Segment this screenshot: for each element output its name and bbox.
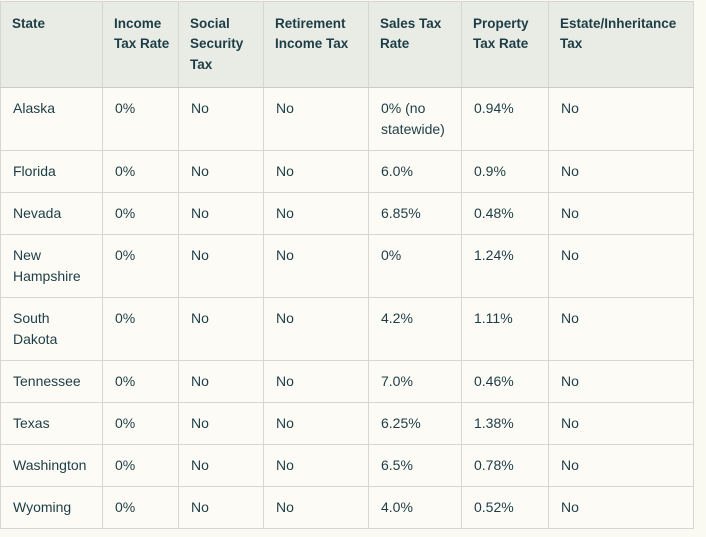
cell-florida-estate-inheritance-tax: No xyxy=(548,149,694,193)
cell-south-dakota-property-tax-rate: 1.11% xyxy=(461,296,549,361)
cell-tennessee-property-tax-rate: 0.46% xyxy=(461,359,549,403)
cell-alaska-estate-inheritance-tax: No xyxy=(548,86,694,151)
cell-wyoming-income-tax-rate: 0% xyxy=(102,485,179,529)
table-row-new-hampshire: New Hampshire 0% No No 0% 1.24% No xyxy=(0,233,694,298)
cell-nevada-sales-tax-rate: 6.85% xyxy=(368,191,462,235)
table-body: Alaska 0% No No 0% (no statewide) 0.94% No Flor… xyxy=(0,86,694,529)
cell-new-hampshire-property-tax-rate: 1.24% xyxy=(461,233,549,298)
cell-wyoming-property-tax-rate: 0.52% xyxy=(461,485,549,529)
cell-florida-social-security-tax: No xyxy=(178,149,264,193)
cell-texas-state: Texas xyxy=(0,401,103,445)
cell-nevada-social-security-tax: No xyxy=(178,191,264,235)
cell-washington-sales-tax-rate: 6.5% xyxy=(368,443,462,487)
cell-nevada-retirement-income-tax: No xyxy=(263,191,369,235)
cell-nevada-state: Nevada xyxy=(0,191,103,235)
cell-wyoming-state: Wyoming xyxy=(0,485,103,529)
table-row-wyoming: Wyoming 0% No No 4.0% 0.52% No xyxy=(0,485,694,529)
cell-tennessee-retirement-income-tax: No xyxy=(263,359,369,403)
cell-tennessee-sales-tax-rate: 7.0% xyxy=(368,359,462,403)
cell-south-dakota-social-security-tax: No xyxy=(178,296,264,361)
cell-wyoming-retirement-income-tax: No xyxy=(263,485,369,529)
cell-washington-estate-inheritance-tax: No xyxy=(548,443,694,487)
cell-florida-income-tax-rate: 0% xyxy=(102,149,179,193)
cell-wyoming-estate-inheritance-tax: No xyxy=(548,485,694,529)
table-row-tennessee: Tennessee 0% No No 7.0% 0.46% No xyxy=(0,359,694,403)
table-row-alaska: Alaska 0% No No 0% (no statewide) 0.94% No xyxy=(0,86,694,151)
cell-washington-social-security-tax: No xyxy=(178,443,264,487)
cell-texas-income-tax-rate: 0% xyxy=(102,401,179,445)
cell-south-dakota-income-tax-rate: 0% xyxy=(102,296,179,361)
table-header: State Income Tax Rate Social Security Tax R… xyxy=(0,1,694,88)
cell-south-dakota-retirement-income-tax: No xyxy=(263,296,369,361)
cell-tennessee-income-tax-rate: 0% xyxy=(102,359,179,403)
cell-new-hampshire-estate-inheritance-tax: No xyxy=(548,233,694,298)
cell-new-hampshire-state: New Hampshire xyxy=(0,233,103,298)
cell-texas-social-security-tax: No xyxy=(178,401,264,445)
cell-washington-property-tax-rate: 0.78% xyxy=(461,443,549,487)
column-header-state: State xyxy=(0,1,103,88)
column-header-sales-tax-rate: Sales Tax Rate xyxy=(368,1,462,88)
table-row-nevada: Nevada 0% No No 6.85% 0.48% No xyxy=(0,191,694,235)
cell-alaska-income-tax-rate: 0% xyxy=(102,86,179,151)
table-row-south-dakota: South Dakota 0% No No 4.2% 1.11% No xyxy=(0,296,694,361)
cell-alaska-state: Alaska xyxy=(0,86,103,151)
cell-new-hampshire-income-tax-rate: 0% xyxy=(102,233,179,298)
cell-nevada-estate-inheritance-tax: No xyxy=(548,191,694,235)
table-row-florida: Florida 0% No No 6.0% 0.9% No xyxy=(0,149,694,193)
table-row-texas: Texas 0% No No 6.25% 1.38% No xyxy=(0,401,694,445)
column-header-retirement-income-tax: Retirement Income Tax xyxy=(263,1,369,88)
cell-washington-state: Washington xyxy=(0,443,103,487)
cell-south-dakota-state: South Dakota xyxy=(0,296,103,361)
cell-washington-retirement-income-tax: No xyxy=(263,443,369,487)
cell-tennessee-state: Tennessee xyxy=(0,359,103,403)
cell-nevada-property-tax-rate: 0.48% xyxy=(461,191,549,235)
cell-alaska-property-tax-rate: 0.94% xyxy=(461,86,549,151)
column-header-income-tax-rate: Income Tax Rate xyxy=(102,1,179,88)
cell-wyoming-social-security-tax: No xyxy=(178,485,264,529)
cell-alaska-sales-tax-rate: 0% (no statewide) xyxy=(368,86,462,151)
cell-florida-property-tax-rate: 0.9% xyxy=(461,149,549,193)
header-row: State Income Tax Rate Social Security Tax R… xyxy=(0,1,694,88)
cell-wyoming-sales-tax-rate: 4.0% xyxy=(368,485,462,529)
column-header-social-security-tax: Social Security Tax xyxy=(178,1,264,88)
cell-texas-retirement-income-tax: No xyxy=(263,401,369,445)
table-row-washington: Washington 0% No No 6.5% 0.78% No xyxy=(0,443,694,487)
cell-tennessee-estate-inheritance-tax: No xyxy=(548,359,694,403)
cell-texas-property-tax-rate: 1.38% xyxy=(461,401,549,445)
cell-new-hampshire-retirement-income-tax: No xyxy=(263,233,369,298)
cell-alaska-social-security-tax: No xyxy=(178,86,264,151)
cell-florida-retirement-income-tax: No xyxy=(263,149,369,193)
cell-washington-income-tax-rate: 0% xyxy=(102,443,179,487)
column-header-property-tax-rate: Property Tax Rate xyxy=(461,1,549,88)
cell-texas-sales-tax-rate: 6.25% xyxy=(368,401,462,445)
cell-new-hampshire-sales-tax-rate: 0% xyxy=(368,233,462,298)
cell-florida-state: Florida xyxy=(0,149,103,193)
cell-tennessee-social-security-tax: No xyxy=(178,359,264,403)
cell-south-dakota-sales-tax-rate: 4.2% xyxy=(368,296,462,361)
state-tax-table: State Income Tax Rate Social Security Tax R… xyxy=(0,1,694,529)
cell-texas-estate-inheritance-tax: No xyxy=(548,401,694,445)
cell-south-dakota-estate-inheritance-tax: No xyxy=(548,296,694,361)
cell-nevada-income-tax-rate: 0% xyxy=(102,191,179,235)
cell-new-hampshire-social-security-tax: No xyxy=(178,233,264,298)
column-header-estate-inheritance-tax: Estate/Inheritance Tax xyxy=(548,1,694,88)
cell-florida-sales-tax-rate: 6.0% xyxy=(368,149,462,193)
cell-alaska-retirement-income-tax: No xyxy=(263,86,369,151)
